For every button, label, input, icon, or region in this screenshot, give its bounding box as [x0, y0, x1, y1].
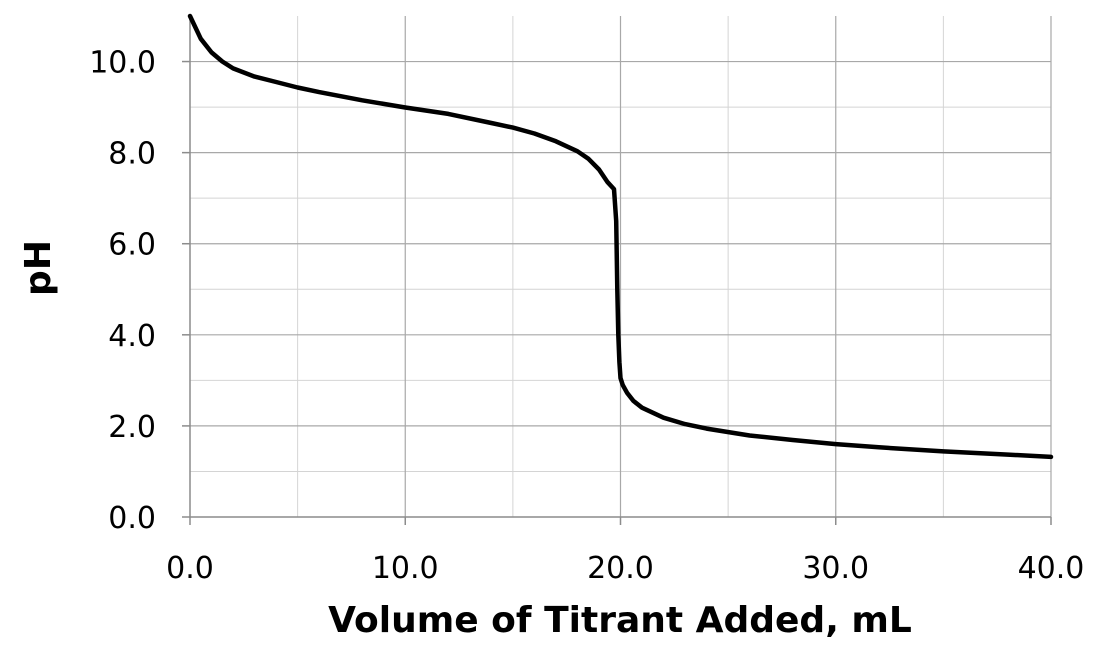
y-tick-label: 8.0	[108, 137, 156, 172]
y-tick-label: 0.0	[108, 501, 156, 536]
y-tick-label: 10.0	[89, 46, 156, 81]
y-tick-label: 2.0	[108, 410, 156, 445]
axes	[182, 16, 1052, 525]
y-tick-label: 6.0	[108, 228, 156, 263]
x-tick-label: 20.0	[587, 551, 654, 586]
x-tick-label: 10.0	[372, 551, 439, 586]
series-layer	[187, 13, 1054, 460]
x-axis-title: Volume of Titrant Added, mL	[328, 600, 912, 641]
x-tick-label: 0.0	[166, 551, 214, 586]
x-tick-label: 40.0	[1018, 551, 1085, 586]
y-axis-title: pH	[18, 240, 59, 296]
tick-labels: 0.0 10.0 20.0 30.0 40.0 0.0 2.0 4.0 6.0 8.0 10.0	[89, 46, 1084, 586]
x-tick-label: 30.0	[802, 551, 869, 586]
y-tick-label: 4.0	[108, 319, 156, 354]
titration-curve-line	[187, 13, 1054, 460]
